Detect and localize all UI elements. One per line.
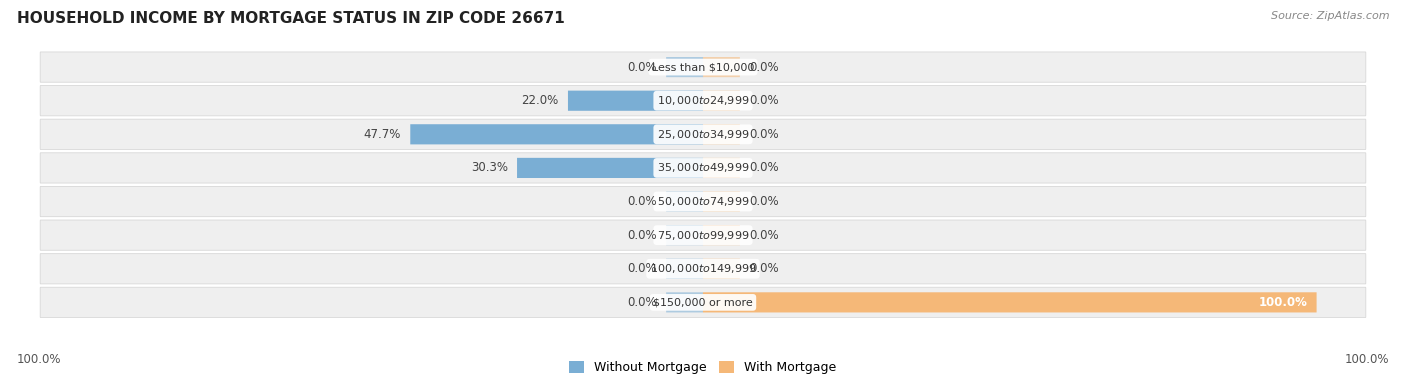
- Text: $150,000 or more: $150,000 or more: [654, 297, 752, 307]
- Text: 100.0%: 100.0%: [1344, 353, 1389, 366]
- FancyBboxPatch shape: [41, 186, 1365, 217]
- FancyBboxPatch shape: [703, 292, 1316, 313]
- Text: $50,000 to $74,999: $50,000 to $74,999: [657, 195, 749, 208]
- FancyBboxPatch shape: [703, 158, 740, 178]
- FancyBboxPatch shape: [703, 90, 740, 111]
- FancyBboxPatch shape: [703, 124, 740, 144]
- Text: 0.0%: 0.0%: [627, 228, 657, 242]
- FancyBboxPatch shape: [41, 86, 1365, 116]
- FancyBboxPatch shape: [703, 192, 740, 211]
- Text: 0.0%: 0.0%: [627, 296, 657, 309]
- FancyBboxPatch shape: [568, 90, 703, 111]
- FancyBboxPatch shape: [517, 158, 703, 178]
- FancyBboxPatch shape: [703, 225, 740, 245]
- FancyBboxPatch shape: [666, 192, 703, 211]
- Text: 0.0%: 0.0%: [627, 262, 657, 275]
- FancyBboxPatch shape: [666, 57, 703, 77]
- Text: 0.0%: 0.0%: [627, 61, 657, 74]
- Text: 100.0%: 100.0%: [17, 353, 62, 366]
- Text: $10,000 to $24,999: $10,000 to $24,999: [657, 94, 749, 107]
- FancyBboxPatch shape: [41, 220, 1365, 250]
- FancyBboxPatch shape: [666, 259, 703, 279]
- Text: 0.0%: 0.0%: [749, 61, 779, 74]
- FancyBboxPatch shape: [41, 52, 1365, 82]
- Text: 0.0%: 0.0%: [627, 195, 657, 208]
- Text: 30.3%: 30.3%: [471, 161, 508, 175]
- FancyBboxPatch shape: [666, 225, 703, 245]
- Text: $35,000 to $49,999: $35,000 to $49,999: [657, 161, 749, 175]
- Text: $25,000 to $34,999: $25,000 to $34,999: [657, 128, 749, 141]
- Text: Less than $10,000: Less than $10,000: [652, 62, 754, 72]
- Text: 0.0%: 0.0%: [749, 262, 779, 275]
- FancyBboxPatch shape: [703, 57, 740, 77]
- Text: 0.0%: 0.0%: [749, 161, 779, 175]
- FancyBboxPatch shape: [41, 119, 1365, 149]
- Text: 0.0%: 0.0%: [749, 128, 779, 141]
- FancyBboxPatch shape: [703, 259, 740, 279]
- Legend: Without Mortgage, With Mortgage: Without Mortgage, With Mortgage: [564, 356, 842, 377]
- Text: 0.0%: 0.0%: [749, 94, 779, 107]
- FancyBboxPatch shape: [41, 287, 1365, 317]
- Text: HOUSEHOLD INCOME BY MORTGAGE STATUS IN ZIP CODE 26671: HOUSEHOLD INCOME BY MORTGAGE STATUS IN Z…: [17, 11, 565, 26]
- FancyBboxPatch shape: [411, 124, 703, 144]
- Text: 0.0%: 0.0%: [749, 228, 779, 242]
- Text: 0.0%: 0.0%: [749, 195, 779, 208]
- FancyBboxPatch shape: [666, 292, 703, 313]
- Text: 100.0%: 100.0%: [1258, 296, 1308, 309]
- FancyBboxPatch shape: [41, 153, 1365, 183]
- Text: Source: ZipAtlas.com: Source: ZipAtlas.com: [1271, 11, 1389, 21]
- Text: $100,000 to $149,999: $100,000 to $149,999: [650, 262, 756, 275]
- Text: 47.7%: 47.7%: [364, 128, 401, 141]
- Text: 22.0%: 22.0%: [522, 94, 558, 107]
- Text: $75,000 to $99,999: $75,000 to $99,999: [657, 228, 749, 242]
- FancyBboxPatch shape: [41, 254, 1365, 284]
